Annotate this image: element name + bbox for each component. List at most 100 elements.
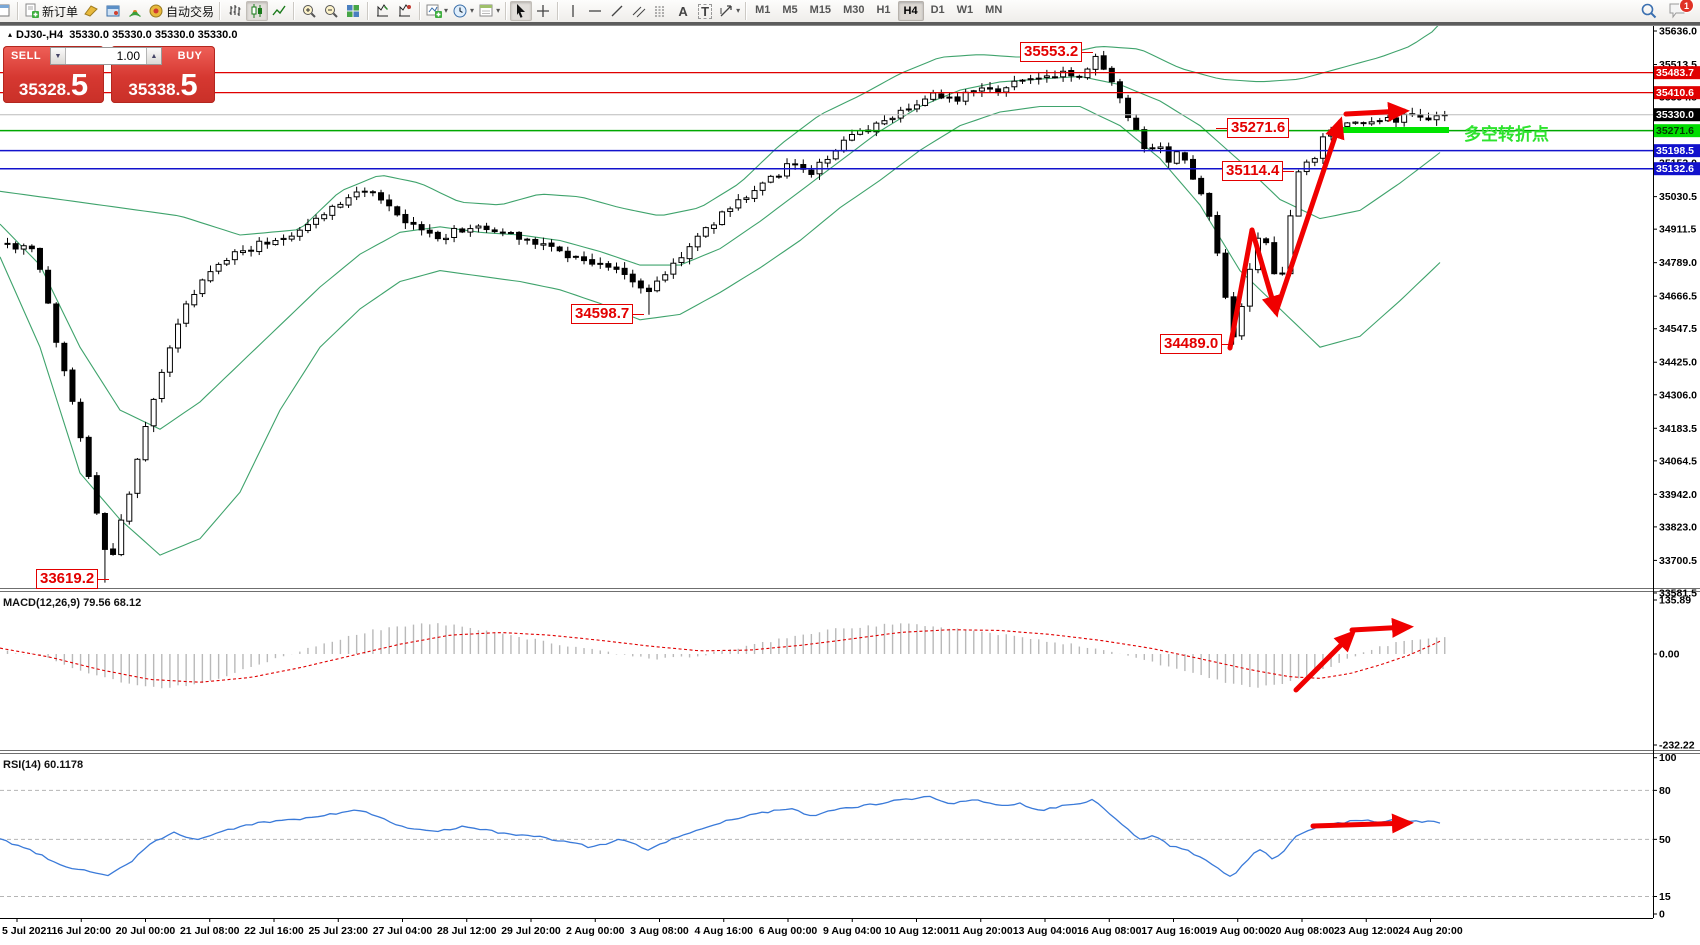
- svg-text:35636.0: 35636.0: [1659, 26, 1697, 38]
- period-button-M5[interactable]: M5: [782, 4, 798, 16]
- autotrading-button[interactable]: 自动交易: [146, 1, 216, 21]
- period-button-M15[interactable]: M15: [809, 4, 832, 16]
- period-button-H1[interactable]: H1: [876, 4, 891, 16]
- volume-decrease-button[interactable]: ▼: [51, 48, 66, 64]
- svg-text:2 Aug 00:00: 2 Aug 00:00: [566, 925, 625, 937]
- vertical-line-tool-button[interactable]: [562, 1, 584, 21]
- toolbar-separator: [367, 2, 370, 20]
- svg-text:35198.5: 35198.5: [1656, 145, 1694, 157]
- signals-button[interactable]: [124, 1, 146, 21]
- sell-price-main: 35328: [18, 80, 67, 99]
- zoom-out-icon: [325, 5, 338, 18]
- period-button-M1[interactable]: M1: [755, 4, 771, 16]
- auto-scroll-button[interactable]: [394, 1, 416, 21]
- candlestick-chart-button[interactable]: [246, 1, 269, 21]
- candlestick-chart-icon: [251, 4, 263, 18]
- volume-increase-button[interactable]: ▲: [146, 48, 161, 64]
- toolbar-right-group: 1: [1640, 0, 1698, 21]
- svg-text:34183.5: 34183.5: [1659, 423, 1697, 435]
- price-annotation-35114.4: 35114.4: [1222, 161, 1295, 181]
- market-watch-icon: [106, 5, 120, 17]
- chevron-down-icon: ▾: [736, 6, 741, 15]
- styles-button[interactable]: [80, 1, 102, 21]
- buy-price-dot: .: [175, 80, 181, 99]
- period-button-W1[interactable]: W1: [956, 4, 974, 16]
- bar-chart-button[interactable]: [224, 1, 246, 21]
- tile-windows-icon: [347, 5, 360, 17]
- sell-label: SELL: [10, 50, 42, 62]
- period-button-M30[interactable]: M30: [843, 4, 865, 16]
- svg-text:34425.0: 34425.0: [1659, 357, 1697, 369]
- zoom-out-button[interactable]: [320, 1, 342, 21]
- svg-text:33942.0: 33942.0: [1659, 489, 1697, 501]
- volume-input[interactable]: 1.00: [116, 49, 140, 63]
- zoom-in-icon: [303, 5, 316, 18]
- chart-window-icon[interactable]: [0, 1, 14, 21]
- arrows-tool-button[interactable]: ▾: [716, 1, 742, 21]
- text-label-icon: T: [698, 3, 713, 19]
- templates-button[interactable]: ▾: [476, 1, 502, 21]
- search-icon[interactable]: [1640, 2, 1658, 20]
- toolbar-separator: [557, 2, 560, 20]
- fibonacci-tool-button[interactable]: [650, 1, 672, 21]
- toolbar-separator: [293, 2, 296, 20]
- svg-text:34666.5: 34666.5: [1659, 291, 1697, 303]
- buy-label: BUY: [177, 50, 203, 62]
- svg-text:34911.5: 34911.5: [1659, 224, 1697, 236]
- text-label-tool-button[interactable]: T: [694, 1, 716, 21]
- toolbar-separator: [419, 2, 422, 20]
- svg-text:15: 15: [1659, 891, 1671, 903]
- period-button-MN[interactable]: MN: [985, 4, 1003, 16]
- svg-text:17 Aug 16:00: 17 Aug 16:00: [1141, 925, 1206, 937]
- auto-scroll-icon: [399, 4, 412, 17]
- svg-text:9 Aug 04:00: 9 Aug 04:00: [823, 925, 882, 937]
- sell-price-pip: 5: [70, 67, 89, 102]
- svg-text:20 Jul 00:00: 20 Jul 00:00: [116, 925, 176, 937]
- one-click-trading-panel: SELL 35328. 5 BUY 35338. 5 ▼ 1.00 ▲: [3, 46, 215, 103]
- svg-text:33581.5: 33581.5: [1659, 587, 1697, 599]
- svg-text:35483.7: 35483.7: [1656, 67, 1694, 79]
- indicators-button[interactable]: ▾: [424, 1, 450, 21]
- chart-symbol-timeframe: DJ30-,H4: [16, 29, 64, 41]
- channel-tool-button[interactable]: [628, 1, 650, 21]
- period-button-H4[interactable]: H4: [897, 1, 924, 21]
- zoom-in-button[interactable]: [298, 1, 320, 21]
- new-order-icon: [25, 3, 39, 18]
- notification-badge: 1: [1679, 0, 1694, 13]
- symbol-triangle-icon: ▴: [8, 30, 13, 39]
- notifications-button[interactable]: 1: [1668, 0, 1694, 21]
- cursor-icon: [517, 4, 526, 18]
- svg-text:16 Aug 08:00: 16 Aug 08:00: [1077, 925, 1142, 937]
- svg-text:3 Aug 08:00: 3 Aug 08:00: [630, 925, 689, 937]
- arrows-tool-icon: [720, 5, 732, 17]
- text-tool-icon: A: [678, 3, 688, 19]
- trendline-tool-button[interactable]: [606, 1, 628, 21]
- chart-shift-button[interactable]: [372, 1, 394, 21]
- svg-text:33700.5: 33700.5: [1659, 555, 1697, 567]
- svg-text:0.00: 0.00: [1659, 649, 1680, 661]
- svg-text:50: 50: [1659, 834, 1671, 846]
- svg-text:34064.5: 34064.5: [1659, 455, 1697, 467]
- period-button-D1[interactable]: D1: [930, 4, 945, 16]
- cursor-tool-button[interactable]: [510, 1, 533, 21]
- svg-text:28 Jul 12:00: 28 Jul 12:00: [437, 925, 497, 937]
- svg-text:5 Jul 2021: 5 Jul 2021: [2, 925, 52, 937]
- text-tool-button[interactable]: A: [672, 1, 694, 21]
- svg-text:35271.6: 35271.6: [1656, 125, 1694, 137]
- svg-text:16 Jul 20:00: 16 Jul 20:00: [51, 925, 111, 937]
- timeframes-button[interactable]: ▾: [450, 1, 476, 21]
- svg-text:35132.6: 35132.6: [1656, 163, 1694, 175]
- crosshair-tool-button[interactable]: [532, 1, 554, 21]
- toolbar-separator: [17, 2, 19, 20]
- line-chart-button[interactable]: [268, 1, 290, 21]
- market-watch-button[interactable]: [102, 1, 124, 21]
- tile-windows-button[interactable]: [342, 1, 364, 21]
- new-order-button[interactable]: 新订单: [22, 1, 80, 21]
- svg-text:22 Jul 16:00: 22 Jul 16:00: [244, 925, 304, 937]
- horizontal-line-icon: [589, 10, 602, 12]
- vertical-line-icon: [572, 5, 574, 17]
- horizontal-line-tool-button[interactable]: [584, 1, 606, 21]
- svg-text:0: 0: [1659, 909, 1665, 921]
- chart-ohlc-values: 35330.0 35330.0 35330.0 35330.0: [69, 29, 238, 41]
